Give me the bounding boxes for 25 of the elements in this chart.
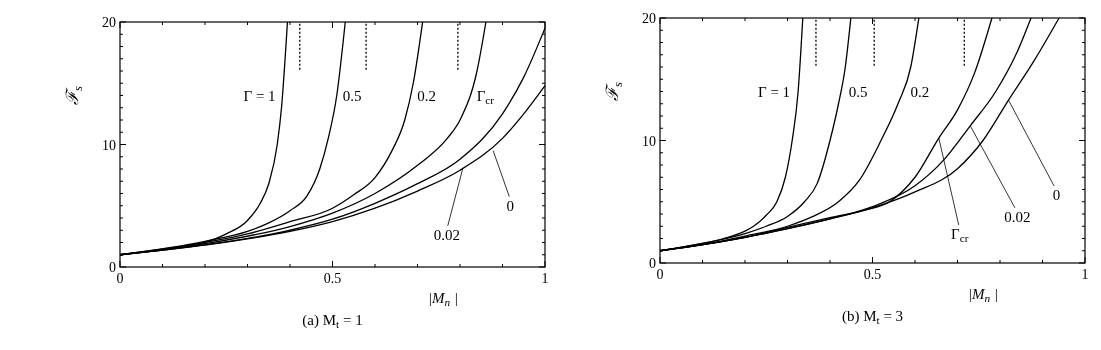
annotation: 0.2: [910, 83, 930, 100]
annotation: Γ = 1: [243, 87, 276, 104]
x-axis-title: |M$_{n}$|: [427, 290, 459, 309]
annotation: 0: [506, 197, 514, 214]
x-tick-label: 1: [541, 271, 549, 286]
y-tick-label: 10: [102, 137, 116, 153]
y-tick-label: 20: [642, 11, 656, 26]
annotation: Γ$_{cr}$: [476, 87, 495, 106]
annotation: Γ = 1: [757, 83, 791, 100]
annotation: 0.2: [417, 87, 436, 104]
x-tick-label: 0.5: [323, 271, 342, 286]
text: (b) M$_{t}$ = 3: [841, 308, 904, 327]
y-tick-label: 20: [102, 15, 116, 30]
x-tick-label: 1: [1081, 267, 1089, 282]
annotation: 0.02: [433, 226, 461, 243]
annotation: 0.5: [342, 87, 362, 104]
text: (a) M$_{t}$ = 1: [302, 312, 363, 331]
x-axis-title: |M$_{n}$|: [967, 286, 999, 305]
annotation: 0.5: [848, 83, 868, 100]
annotation: Γ$_{cr}$: [951, 226, 969, 245]
annotation: 0: [1052, 187, 1061, 204]
x-tick-label: 0.5: [863, 267, 882, 282]
y-tick-label: 0: [649, 256, 656, 271]
y-tick-label: 10: [642, 133, 656, 149]
annotation: 0.02: [1004, 208, 1031, 225]
